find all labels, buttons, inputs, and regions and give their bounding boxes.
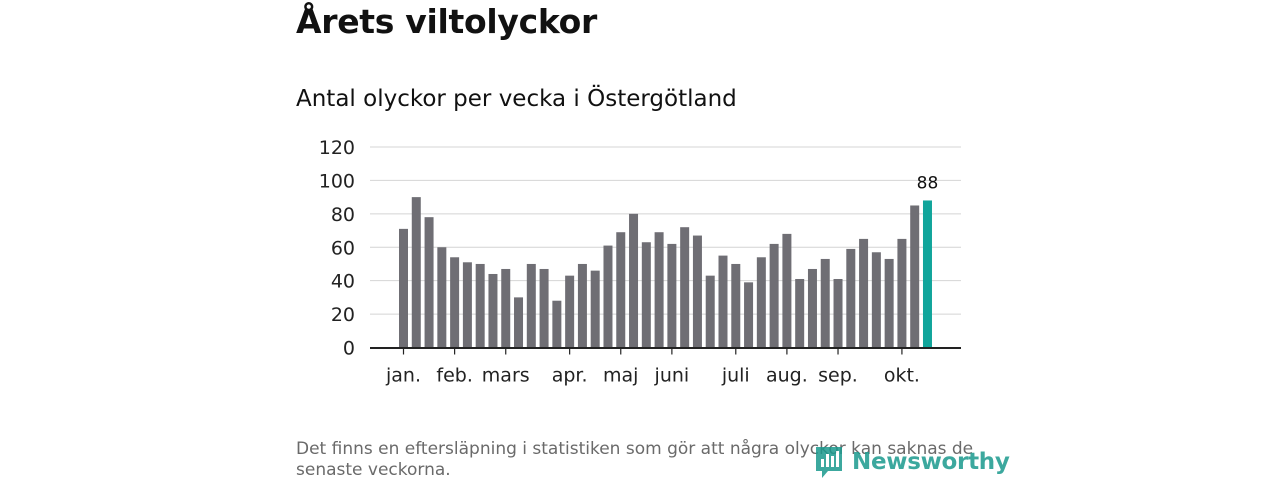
- bar-week-6: [462, 262, 472, 348]
- bar-week-1: [399, 228, 408, 348]
- x-tick-label-jan: jan.: [385, 365, 421, 387]
- bar-week-25: [705, 275, 715, 348]
- x-tick-label-maj: maj: [603, 365, 638, 387]
- y-tick-label-80: 80: [331, 204, 355, 226]
- bar-week-18: [616, 232, 626, 348]
- bar-week-22: [667, 243, 677, 348]
- newsworthy-logo: Newsworthy: [814, 444, 1010, 480]
- bar-week-5: [450, 257, 460, 348]
- bar-week-33: [807, 268, 817, 348]
- bar-week-13: [552, 300, 562, 348]
- bar-week-20: [641, 242, 651, 348]
- chart-subtitle: Antal olyckor per vecka i Östergötland: [296, 86, 737, 112]
- bar-week-28: [744, 282, 754, 348]
- bar-week-37: [859, 238, 869, 348]
- y-axis: 0 20 40 60 80 100 120: [319, 137, 355, 360]
- bar-week-17: [603, 245, 613, 348]
- bar-week-40: [897, 238, 907, 348]
- bar-week-3: [424, 217, 434, 348]
- bar-week-39: [884, 258, 894, 348]
- bar-week-15: [577, 263, 587, 348]
- bar-week-24: [692, 235, 702, 348]
- bar-week-23: [680, 227, 690, 348]
- bar-week-8: [488, 273, 498, 348]
- x-tick-label-okt: okt.: [884, 365, 920, 387]
- bar-week-14: [565, 275, 575, 348]
- newsworthy-logo-icon: [816, 447, 842, 478]
- bar-week-31: [782, 233, 792, 348]
- y-tick-label-40: 40: [331, 271, 355, 293]
- bar-week-7: [475, 263, 485, 348]
- bar-week-26: [718, 255, 728, 348]
- bar-week-38: [871, 252, 881, 348]
- bar-week-41: [910, 205, 920, 348]
- y-tick-label-60: 60: [331, 237, 355, 259]
- x-tick-label-apr: apr.: [552, 365, 588, 387]
- bar-week-35: [833, 278, 843, 348]
- bar-week-21: [654, 232, 664, 348]
- highlight-value-label: 88: [917, 173, 939, 193]
- x-tick-label-juni: juni: [654, 365, 690, 387]
- x-tick-label-sep: sep.: [818, 365, 858, 387]
- bar-week-10: [514, 297, 524, 348]
- chart-title: Årets viltolyckor: [296, 2, 597, 41]
- y-tick-label-20: 20: [331, 304, 355, 326]
- bar-week-32: [795, 278, 805, 348]
- newsworthy-logo-text: Newsworthy: [852, 449, 1010, 475]
- bar-week-29: [756, 257, 766, 348]
- y-tick-label-0: 0: [343, 338, 355, 360]
- x-tick-label-mars: mars: [482, 365, 530, 387]
- bar-week-2: [411, 197, 421, 348]
- bar-week-30: [769, 243, 779, 348]
- bar-week-34: [820, 258, 830, 348]
- bar-highlight: [922, 200, 932, 348]
- y-tick-label-100: 100: [319, 170, 355, 192]
- bar-week-9: [501, 268, 511, 348]
- x-tick-label-aug: aug.: [766, 365, 808, 387]
- bar-week-36: [846, 248, 856, 348]
- bar-week-11: [526, 263, 536, 348]
- x-tick-label-juli: juli: [721, 365, 750, 387]
- bar-week-16: [590, 270, 600, 348]
- bar-week-12: [539, 268, 549, 348]
- bar-week-19: [629, 213, 639, 348]
- bar-week-27: [731, 263, 741, 348]
- bar-week-4: [437, 247, 447, 348]
- footnote: Det finns en eftersläpning i statistiken…: [296, 439, 974, 480]
- y-tick-label-120: 120: [319, 137, 355, 159]
- bar-series: 88: [399, 173, 939, 348]
- x-tick-label-feb: feb.: [436, 365, 472, 387]
- x-axis: jan. feb. mars apr. maj juni juli aug. sep. okt.: [370, 347, 961, 387]
